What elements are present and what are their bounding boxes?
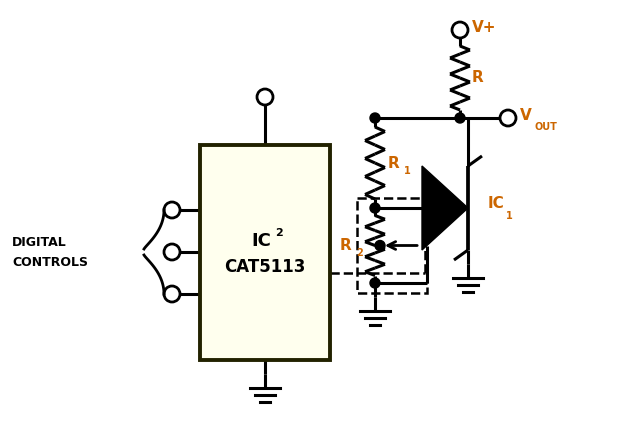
- Circle shape: [370, 278, 380, 288]
- Text: R: R: [388, 156, 400, 170]
- Bar: [357, 198, 427, 293]
- Text: V+: V+: [472, 21, 496, 35]
- Text: 2: 2: [356, 249, 363, 259]
- Circle shape: [370, 113, 380, 123]
- Text: CONTROLS: CONTROLS: [12, 257, 88, 270]
- Text: V: V: [520, 108, 531, 124]
- Circle shape: [370, 203, 380, 213]
- Text: 2: 2: [275, 228, 283, 237]
- Text: IC: IC: [251, 232, 271, 250]
- Text: OUT: OUT: [535, 122, 558, 132]
- Text: R: R: [472, 70, 484, 86]
- Circle shape: [455, 113, 465, 123]
- Text: 1: 1: [506, 211, 513, 221]
- Polygon shape: [422, 166, 468, 250]
- Text: IC: IC: [488, 195, 505, 211]
- Bar: [200, 145, 330, 360]
- Text: R: R: [340, 238, 352, 253]
- Text: CAT5113: CAT5113: [224, 257, 306, 275]
- Text: DIGITAL: DIGITAL: [12, 236, 67, 250]
- Text: 1: 1: [404, 166, 411, 176]
- Circle shape: [375, 240, 385, 250]
